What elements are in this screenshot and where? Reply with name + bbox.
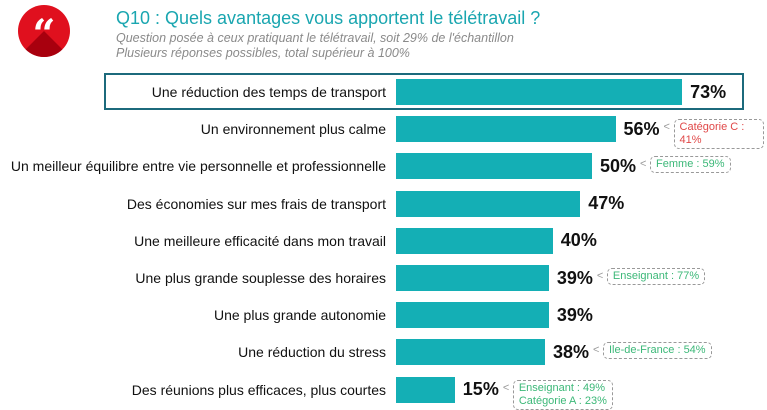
annotation-text: Enseignant : 77% xyxy=(612,270,700,282)
value-label: 56% xyxy=(623,118,660,139)
bar-row: Une réduction du stress 38% Ile-de-France … xyxy=(0,338,767,366)
value-label: 15% xyxy=(462,379,499,400)
bar xyxy=(396,339,545,366)
bar-row: Une meilleure efficacité dans mon travai… xyxy=(0,227,767,255)
bar xyxy=(396,153,592,180)
highlight-box xyxy=(104,73,744,110)
value-label: 73% xyxy=(690,81,727,102)
bar xyxy=(396,190,581,217)
bar-row: Des économies sur mes frais de transport… xyxy=(0,190,767,218)
category-label: Une plus grande souplesse des horaires xyxy=(135,270,386,286)
bar-row: Une plus grande autonomie 39% xyxy=(0,301,767,329)
category-label: Une meilleure efficacité dans mon travai… xyxy=(134,232,386,249)
category-label: Des économies sur mes frais de transport xyxy=(126,195,386,212)
category-label: Une réduction des temps de transport xyxy=(151,84,386,100)
bar xyxy=(396,79,683,105)
annotation-text: Ile-de-France : 54% xyxy=(608,344,706,357)
bar xyxy=(396,376,455,403)
category-label: Un meilleur équilibre entre vie personne… xyxy=(10,158,386,175)
annotation-text: Enseignant : 49% xyxy=(518,381,606,394)
bar-row: Des réunions plus efficaces, plus courte… xyxy=(0,376,767,410)
value-label: 40% xyxy=(560,230,597,251)
annotation-callout: Ile-de-France : 54% xyxy=(593,342,712,360)
annotation-text: Femme : 59% xyxy=(656,158,725,171)
category-label: Des réunions plus efficaces, plus courte… xyxy=(131,381,386,398)
category-label: Une plus grande autonomie xyxy=(213,307,386,324)
value-label: 38% xyxy=(552,341,589,362)
bar-row: Une plus grande souplesse des horaires 39… xyxy=(0,264,767,292)
bar-row: Un meilleur équilibre entre vie personne… xyxy=(0,152,767,180)
bar-row: Un environnement plus calme 56% Catégorie … xyxy=(0,115,767,150)
annotation-callout: Catégorie C : 41% xyxy=(664,119,764,150)
value-label: 39% xyxy=(556,267,593,288)
value-label: 39% xyxy=(556,304,593,325)
subtitle-note: Plusieurs réponses possibles, total supé… xyxy=(116,46,410,60)
annotation-text: Catégorie A : 23% xyxy=(518,394,607,407)
quote-icon: “ xyxy=(32,11,56,57)
value-label: 47% xyxy=(588,193,625,214)
category-label: Un environnement plus calme xyxy=(200,121,386,138)
bar xyxy=(396,116,616,143)
category-label: Une réduction du stress xyxy=(238,344,386,361)
chart-title: Q10 : Quels avantages vous apportent le … xyxy=(116,8,541,28)
bar xyxy=(396,227,553,254)
annotation-callout: Femme : 59% xyxy=(640,156,731,174)
subtitle-question: Question posée à ceux pratiquant le télé… xyxy=(116,31,514,45)
annotation-callout: Enseignant : 49%Catégorie A : 23% xyxy=(503,379,613,410)
bar xyxy=(396,265,549,291)
annotation-callout: Enseignant : 77% xyxy=(597,268,706,285)
bar-row: Une réduction des temps de transport 73% xyxy=(0,78,767,106)
value-label: 50% xyxy=(600,155,637,176)
bar xyxy=(396,302,549,329)
annotation-text: Catégorie C : 41% xyxy=(679,121,745,147)
quote-logo: “ xyxy=(18,5,70,57)
